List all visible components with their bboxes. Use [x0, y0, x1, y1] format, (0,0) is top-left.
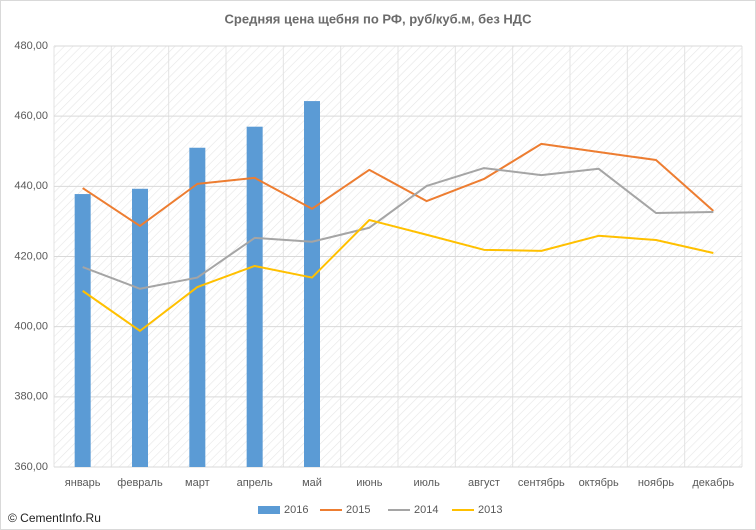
x-tick-label: декабрь — [692, 477, 734, 489]
legend-label: 2015 — [346, 504, 370, 516]
bar — [74, 194, 91, 467]
x-tick-label: октябрь — [579, 477, 619, 489]
x-tick-label: сентябрь — [518, 477, 565, 489]
x-tick-label: февраль — [117, 477, 163, 489]
bar — [304, 101, 320, 467]
y-tick-label: 380,00 — [14, 391, 48, 403]
x-tick-label: июнь — [356, 477, 382, 489]
x-tick-label: август — [468, 477, 500, 489]
x-tick-label: ноябрь — [638, 477, 675, 489]
y-tick-label: 420,00 — [14, 250, 48, 262]
watermark: © CementInfo.Ru — [8, 511, 101, 525]
x-tick-label: январь — [65, 477, 101, 489]
y-tick-label: 400,00 — [14, 321, 48, 333]
line — [82, 142, 714, 227]
line — [82, 219, 714, 332]
y-tick-label: 360,00 — [14, 461, 48, 473]
x-tick-label: апрель — [237, 477, 273, 489]
bar — [189, 147, 206, 467]
y-tick-label: 460,00 — [14, 110, 48, 122]
line — [82, 167, 714, 290]
bar — [246, 126, 263, 468]
y-tick-label: 440,00 — [14, 180, 48, 192]
y-tick-label: 480,00 — [14, 40, 48, 52]
legend-label: 2016 — [284, 504, 308, 516]
legend-label: 2014 — [414, 504, 438, 516]
chart-title: Средняя цена щебня по РФ, руб/куб.м, без… — [225, 11, 533, 26]
x-tick-label: июль — [414, 477, 441, 489]
x-tick-label: март — [185, 477, 210, 489]
bar — [132, 188, 148, 467]
legend-swatch — [258, 506, 280, 514]
x-tick-label: май — [302, 477, 322, 489]
legend-label: 2013 — [478, 504, 502, 516]
